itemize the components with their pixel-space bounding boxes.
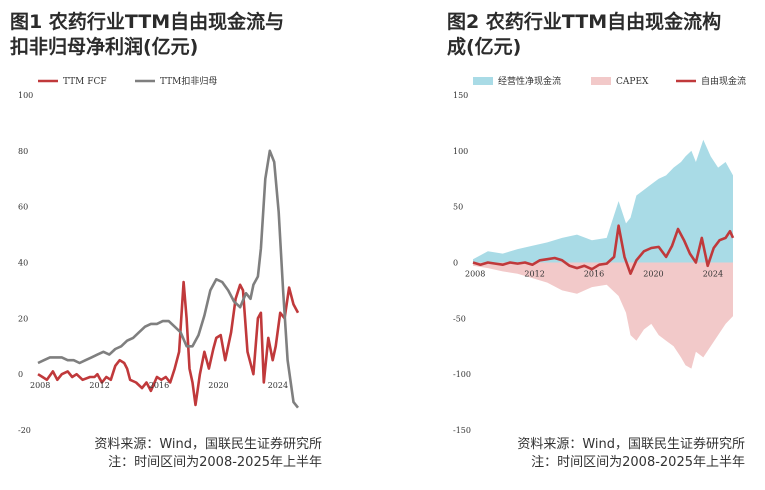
chart2-legend-label: 自由现金流 [701,75,746,87]
chart1-ytick-label: 80 [18,147,28,156]
chart1-xtick-label: 2024 [268,381,288,390]
chart2-xtick-label: 2012 [524,270,544,279]
chart1-ytick-label: 0 [18,370,23,379]
chart2-title: 图2 农药行业TTM自由现金流构 成(亿元) [447,10,765,60]
chart1-ytick-label: -20 [18,426,31,435]
chart1-ytick-label: 40 [18,259,28,268]
chart2-title-line2: 成(亿元) [447,36,522,58]
chart2-note-text: 注：时间区间为2008-2025年上半年 [531,455,745,470]
chart2-xtick-label: 2008 [465,270,485,279]
chart1-title-line1: 图1 农药行业TTM自由现金流与 [10,11,285,33]
chart2-ytick-label: 100 [453,147,468,156]
chart1-ytick-label: 100 [18,91,33,100]
chart2-ytick-label: 0 [453,259,458,268]
chart1-legend-label: TTM扣非归母 [160,75,217,87]
chart1-source-text: 资料来源：Wind，国联民生证券研究所 [94,437,322,452]
chart1-xtick-label: 2020 [208,381,228,390]
chart2-ytick-label: -50 [453,314,466,323]
chart2-fcf-composition: -150 -100 -50 0 50 100 150 2008 2012 2016 2020 2024… [453,75,746,435]
chart1-xtick-label: 2012 [89,381,109,390]
chart2-legend-label: 经营性净现金流 [498,75,561,87]
chart1-note-text: 注：时间区间为2008-2025年上半年 [108,455,322,470]
chart1-xtick-label: 2008 [30,381,50,390]
chart1-fcf-vs-profit: -20 0 20 40 60 80 100 2008 2012 2016 2020 2024 TTM F… [18,75,300,435]
chart2-legend-swatch [591,77,611,85]
chart1-source-note: 资料来源：Wind，国联民生证券研究所 注：时间区间为2008-2025年上半年 [94,436,322,472]
chart2-legend-label: CAPEX [616,77,649,87]
chart2-ytick-label: -150 [453,426,471,435]
chart2-xtick-label: 2020 [643,270,663,279]
chart2-area-经营性净现金流 [473,139,733,263]
chart1-line-TTM FCF [37,280,300,407]
chart2-source-note: 资料来源：Wind，国联民生证券研究所 注：时间区间为2008-2025年上半年 [517,436,745,472]
chart1-title-line2: 扣非归母净利润(亿元) [10,36,199,58]
chart2-area-CAPEX [473,262,733,369]
chart1-title: 图1 农药行业TTM自由现金流与 扣非归母净利润(亿元) [10,10,340,60]
chart1-line-TTM扣非归母 [37,149,300,409]
chart2-ytick-label: -100 [453,370,471,379]
chart2-ytick-label: 50 [453,203,463,212]
chart2-legend-swatch [473,77,493,85]
chart1-xtick-label: 2016 [149,381,169,390]
chart2-source-text: 资料来源：Wind，国联民生证券研究所 [517,437,745,452]
chart1-ytick-label: 20 [18,314,28,323]
chart1-ytick-label: 60 [18,203,28,212]
chart2-title-line1: 图2 农药行业TTM自由现金流构 [447,11,722,33]
chart2-xtick-label: 2024 [703,270,723,279]
chart2-ytick-label: 150 [453,91,468,100]
chart2-line-自由现金流 [472,224,735,275]
chart1-legend-label: TTM FCF [63,77,107,87]
chart2-xtick-label: 2016 [584,270,604,279]
